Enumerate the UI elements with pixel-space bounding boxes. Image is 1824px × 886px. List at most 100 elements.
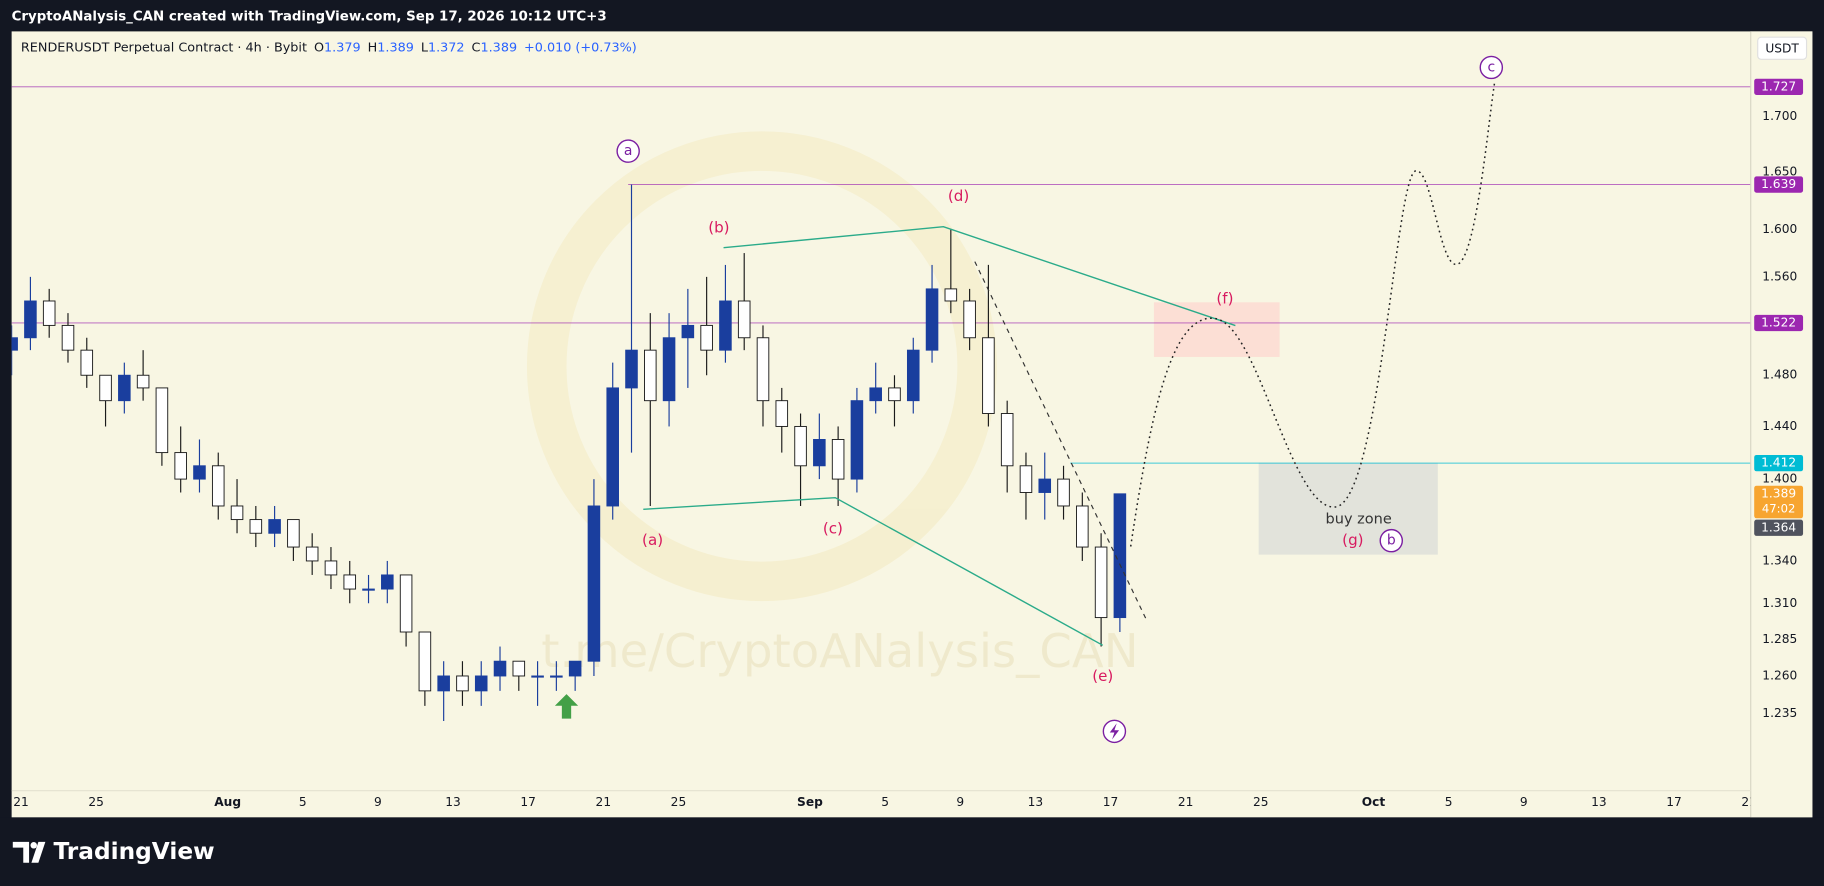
- candle-body: [625, 349, 638, 389]
- wave-label: (d): [948, 187, 969, 205]
- candle-body: [512, 660, 526, 677]
- dashed-trendline: [974, 261, 1147, 619]
- x-tick-label: 9: [374, 795, 382, 809]
- x-tick-label: Oct: [1362, 795, 1386, 809]
- price-label: 1.412: [1761, 456, 1796, 470]
- x-tick-label: 13: [445, 795, 461, 809]
- candle-body: [437, 675, 450, 692]
- candle-body: [193, 465, 206, 480]
- green-arrow: [554, 694, 579, 719]
- wave-label: (b): [708, 218, 729, 236]
- ohlc-value: 1.389: [377, 40, 414, 55]
- x-tick-label: 25: [671, 795, 687, 809]
- price-label: 1.389: [1761, 486, 1796, 500]
- candle-body: [493, 660, 507, 677]
- lower-trendline: [643, 496, 1104, 646]
- y-tick-label: 1.400: [1762, 472, 1797, 486]
- ohlc-value: 1.379: [324, 40, 361, 55]
- candle-body: [456, 675, 469, 692]
- y-tick-label: 1.560: [1762, 269, 1797, 283]
- ohlc-letter: H: [368, 40, 378, 55]
- circled-label-ring: [1379, 528, 1404, 553]
- price-label: 1.364: [1761, 520, 1796, 534]
- circled-label: b: [1387, 533, 1396, 549]
- x-tick-label: 21: [1741, 795, 1757, 809]
- wave-labels: (a) (b) (c) (d) (e) (f) (g) a c b buy zone: [616, 55, 1504, 685]
- x-tick-label: 5: [1445, 795, 1453, 809]
- price-label-box: [1754, 78, 1804, 95]
- candle-body: [24, 300, 37, 339]
- wave-label: (e): [1092, 667, 1113, 685]
- candle-body: [869, 387, 882, 402]
- candle-body: [155, 387, 169, 454]
- candle-body: [249, 519, 263, 534]
- price-label: 1.522: [1761, 315, 1796, 329]
- y-tick-label: 1.650: [1762, 165, 1797, 179]
- candle-body: [474, 675, 488, 692]
- candle-body: [850, 400, 864, 480]
- candle-body: [925, 288, 939, 351]
- price-axis-background: [1750, 31, 1813, 818]
- candle-body: [681, 324, 695, 339]
- projection-path: [1129, 81, 1496, 547]
- axes: 1.700 1.650 1.600 1.560 1.480 1.440 1.400 1.340…: [13, 78, 1804, 809]
- target-zone: [1153, 302, 1280, 357]
- circled-label-ring: [1479, 55, 1504, 80]
- candle-body: [550, 675, 563, 678]
- candle-body: [418, 631, 432, 692]
- candle-body: [587, 505, 601, 662]
- candle-body: [399, 574, 413, 633]
- candle-body: [737, 300, 751, 339]
- candle-body: [963, 300, 976, 339]
- candle-body: [831, 439, 845, 480]
- candle-body: [1094, 546, 1108, 619]
- y-tick-label: 1.235: [1762, 706, 1797, 720]
- x-tick-label: 21: [13, 795, 29, 809]
- candle-body: [1038, 478, 1052, 493]
- candle-body: [644, 349, 657, 402]
- footer: [0, 817, 1824, 886]
- y-tick-label: 1.700: [1762, 109, 1797, 123]
- watermark-text: t.me/CryptoANalysis_CAN: [541, 624, 1138, 678]
- circled-label-ring: [616, 139, 640, 163]
- candle-body: [42, 300, 56, 326]
- zones: [1153, 302, 1438, 555]
- countdown: 47:02: [1762, 501, 1795, 515]
- x-tick-label: 21: [596, 795, 612, 809]
- candle-body: [1076, 505, 1089, 548]
- wave-label: (g): [1342, 531, 1363, 549]
- y-tick-label: 1.310: [1762, 596, 1797, 610]
- x-tick-label: 17: [520, 795, 536, 809]
- candle-body: [944, 288, 958, 302]
- y-tick-label: 1.340: [1762, 553, 1797, 567]
- candle-body: [531, 675, 544, 678]
- x-tick-label: 17: [1103, 795, 1119, 809]
- currency-box[interactable]: [1757, 36, 1808, 60]
- candle-body: [211, 465, 225, 507]
- x-tick-label: 21: [1178, 795, 1194, 809]
- zone-label: buy zone: [1326, 512, 1392, 528]
- candles: [11, 184, 1127, 722]
- x-tick-label: 17: [1666, 795, 1682, 809]
- candle-body: [287, 519, 300, 548]
- candle-body: [268, 519, 281, 534]
- y-tick-label: 1.480: [1762, 368, 1797, 382]
- candle-body: [700, 324, 713, 351]
- wave-label: (c): [823, 520, 843, 538]
- brand-logo-dot: [30, 842, 37, 849]
- candle-body: [606, 387, 620, 507]
- x-tick-label: 13: [1028, 795, 1044, 809]
- candle-body: [756, 337, 770, 402]
- candle-body: [343, 574, 357, 590]
- candle-body: [61, 324, 75, 351]
- x-tick-label: 25: [88, 795, 104, 809]
- wave-label: (a): [642, 531, 663, 549]
- currency[interactable]: USDT: [1765, 41, 1799, 55]
- candle-body: [1057, 478, 1070, 507]
- upper-trendline: [723, 226, 1236, 327]
- ohlc-value: 1.372: [428, 40, 465, 55]
- candle-body: [568, 660, 582, 677]
- price-label-box: [1754, 485, 1804, 519]
- candle-body: [11, 337, 18, 351]
